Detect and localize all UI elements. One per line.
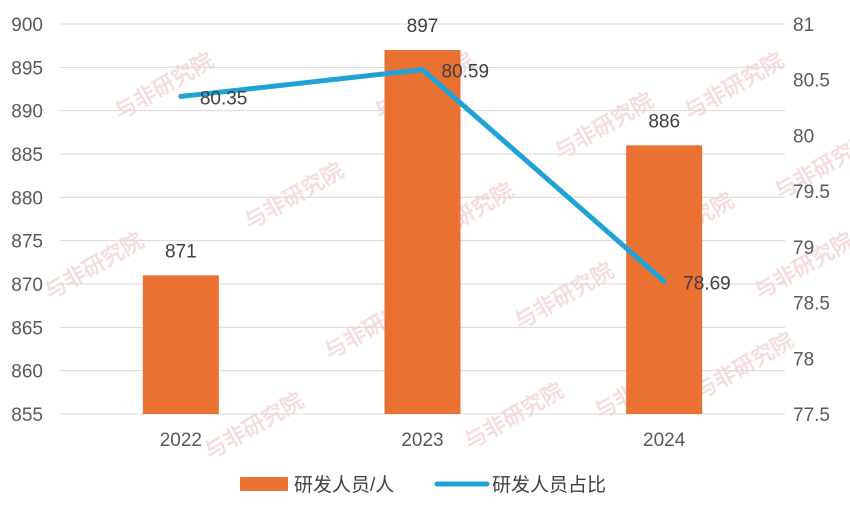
y-left-tick-label: 890 (11, 102, 43, 123)
legend-swatch-bar (240, 477, 288, 491)
bar (384, 50, 461, 414)
y-left-tick-label: 875 (11, 232, 43, 253)
data-labels: 871 897 886 80.35 80.59 78.69 (165, 16, 731, 294)
bar-value-label: 886 (648, 111, 680, 132)
y-right-tick-label: 80.5 (793, 71, 830, 92)
y-left-tick-label: 860 (11, 362, 43, 383)
line-value-label: 78.69 (683, 273, 731, 294)
bar (142, 275, 219, 414)
legend-label-bar: 研发人员/人 (294, 474, 394, 496)
axes: 855 860 865 870 875 880 885 890 895 900 77.5 78 78.5… (11, 15, 830, 451)
y-right-tick-label: 80 (793, 126, 814, 147)
y-right-tick-label: 77.5 (793, 405, 830, 426)
legend: 研发人员/人 研发人员占比 (240, 474, 606, 496)
y-left-tick-label: 870 (11, 275, 43, 296)
y-right-tick-label: 79 (793, 238, 814, 259)
x-tick-label: 2024 (643, 430, 686, 451)
y-right-tick-label: 78.5 (793, 294, 830, 315)
watermark-text: 与非研究院 (460, 378, 568, 455)
watermark-text: 与非研究院 (510, 258, 618, 335)
bar-series (142, 50, 703, 415)
line-value-label: 80.35 (200, 88, 248, 109)
y-right-tick-label: 79.5 (793, 182, 830, 203)
line-series-path (178, 67, 667, 284)
watermark-text: 与非研究院 (240, 158, 348, 235)
bar-value-label: 897 (407, 16, 439, 37)
y-left-tick-label: 895 (11, 58, 43, 79)
x-tick-label: 2023 (401, 430, 443, 451)
y-left-tick-label: 855 (11, 405, 43, 426)
watermark-text: 与非研究院 (680, 48, 788, 125)
y-right-tick-label: 81 (793, 15, 814, 36)
watermark-text: 与非研究院 (40, 228, 148, 305)
legend-label-line: 研发人员占比 (492, 474, 606, 496)
line-value-label: 80.59 (442, 62, 490, 83)
watermark-text: 与非研究院 (690, 328, 798, 405)
y-left-tick-label: 880 (11, 188, 43, 209)
line-series (178, 67, 667, 284)
y-left-tick-label: 885 (11, 145, 43, 166)
x-tick-label: 2022 (160, 430, 202, 451)
watermark-text: 与非研究院 (110, 48, 218, 125)
y-right-tick-label: 78 (793, 349, 814, 370)
y-left-tick-label: 900 (11, 15, 43, 36)
y-left-tick-label: 865 (11, 318, 43, 339)
bar-value-label: 871 (165, 241, 197, 262)
